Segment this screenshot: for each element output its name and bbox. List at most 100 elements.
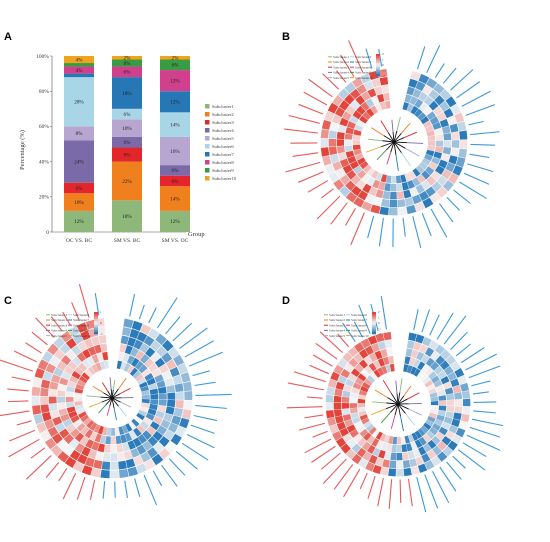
heatmap-cell [371,78,381,88]
heatmap-cell [141,368,151,378]
legend-label: Subcluster5 [329,334,345,338]
heatmap-cell [131,418,140,427]
bar-segment [64,210,94,232]
heatmap-cell [347,373,357,382]
heatmap-cell [354,153,364,161]
heatmap-cell [104,444,111,453]
heatmap-cell [126,365,135,374]
legend-label: Subcluster2 [329,318,345,322]
colorbar-tick-label: 0 [378,321,380,325]
heatmap-cell [166,384,176,393]
heatmap-cell [412,194,422,205]
heatmap-cell [31,396,40,406]
heatmap-cell [448,172,459,184]
colorbar-step [376,54,380,57]
heatmap-cell [377,367,385,376]
tree-branch [403,385,412,397]
heatmap-cell [427,145,436,152]
heatmap-cell [376,93,385,103]
heatmap-cell [152,431,163,442]
tree-branch [400,416,404,432]
heatmap-cell [410,105,419,115]
heatmap-cell [438,426,448,436]
heatmap-cell [132,437,142,448]
heatmap-cell [372,429,380,438]
heatmap-cell [346,438,357,449]
heatmap-cell [344,145,353,152]
heatmap-cell [413,359,421,368]
heatmap-cell [335,437,347,448]
heatmap-cell [447,115,457,126]
legend-label: Subcluster3 [333,65,349,69]
legend-swatch [205,120,210,125]
tree-branch [390,141,395,153]
heatmap-cell [365,98,375,108]
bar-data-label: 2% [124,56,132,62]
heatmap-cell [119,343,127,353]
bar-data-label: 6% [124,140,132,146]
heatmap-cell [402,452,409,461]
heatmap-cell [339,158,350,168]
heatmap-cell [346,170,357,180]
heatmap-cell [345,105,356,115]
heatmap-cell [69,375,79,384]
bar-data-label: 8% [124,152,132,158]
metabolite-label-mark [16,420,32,426]
heatmap-cell [446,405,455,413]
legend-label: Subcluster5 [51,334,67,338]
tree-branch [376,149,387,161]
heatmap-cell [375,189,384,199]
heatmap-cell [79,436,89,446]
heatmap-cell [345,448,357,460]
heatmap-cell [163,413,173,422]
heatmap-cell [426,111,437,120]
bar-data-label: 12% [170,100,180,106]
heatmap-cell [143,417,153,426]
heatmap-cell [352,416,361,424]
tree-branch [109,377,112,389]
heatmap-cell [349,429,359,438]
colorbar-step [94,316,98,319]
heatmap-cell [351,453,362,465]
heatmap-cell [451,131,460,140]
heatmap-cell [158,363,169,374]
tree-branch [118,377,127,390]
heatmap-cell [174,383,184,392]
heatmap-cell [418,190,430,201]
heatmap-cell [147,447,158,459]
heatmap-cell [127,466,139,477]
heatmap-cell [460,382,470,392]
dendrogram [86,377,134,421]
heatmap-cell [94,433,102,443]
metabolite-label-mark [9,429,36,442]
colorbar-step [372,314,376,317]
colorbar-step [376,71,380,75]
legend-label: Subcluster9 [351,329,367,333]
metabolite-label-mark [311,445,336,463]
colorbar-step [372,318,376,322]
bar-data-label: 4% [76,57,84,63]
tree-branch [393,133,402,143]
heatmap-cell [401,444,408,453]
heatmap-cell [380,174,387,183]
heatmap-cell [365,461,375,472]
tree-branch [395,154,399,171]
heatmap-cell [57,451,70,463]
heatmap-cell [138,364,148,374]
metabolite-label-mark [378,217,384,247]
legend-label: Subcluster8 [73,323,89,327]
heatmap-cell [410,366,417,375]
heatmap-cell [69,449,81,461]
heatmap-cell [41,351,54,363]
heatmap-cell [36,422,47,434]
heatmap-cell [364,345,374,356]
heatmap-cell [365,194,375,204]
metabolite-label-mark [463,172,490,185]
bar-segment [112,161,142,201]
heatmap-cell [380,467,389,476]
heatmap-cell [441,125,451,134]
heatmap-cell [133,415,143,424]
heatmap-cell [337,358,348,369]
heatmap-cell [423,106,433,116]
heatmap-cell [124,345,133,355]
